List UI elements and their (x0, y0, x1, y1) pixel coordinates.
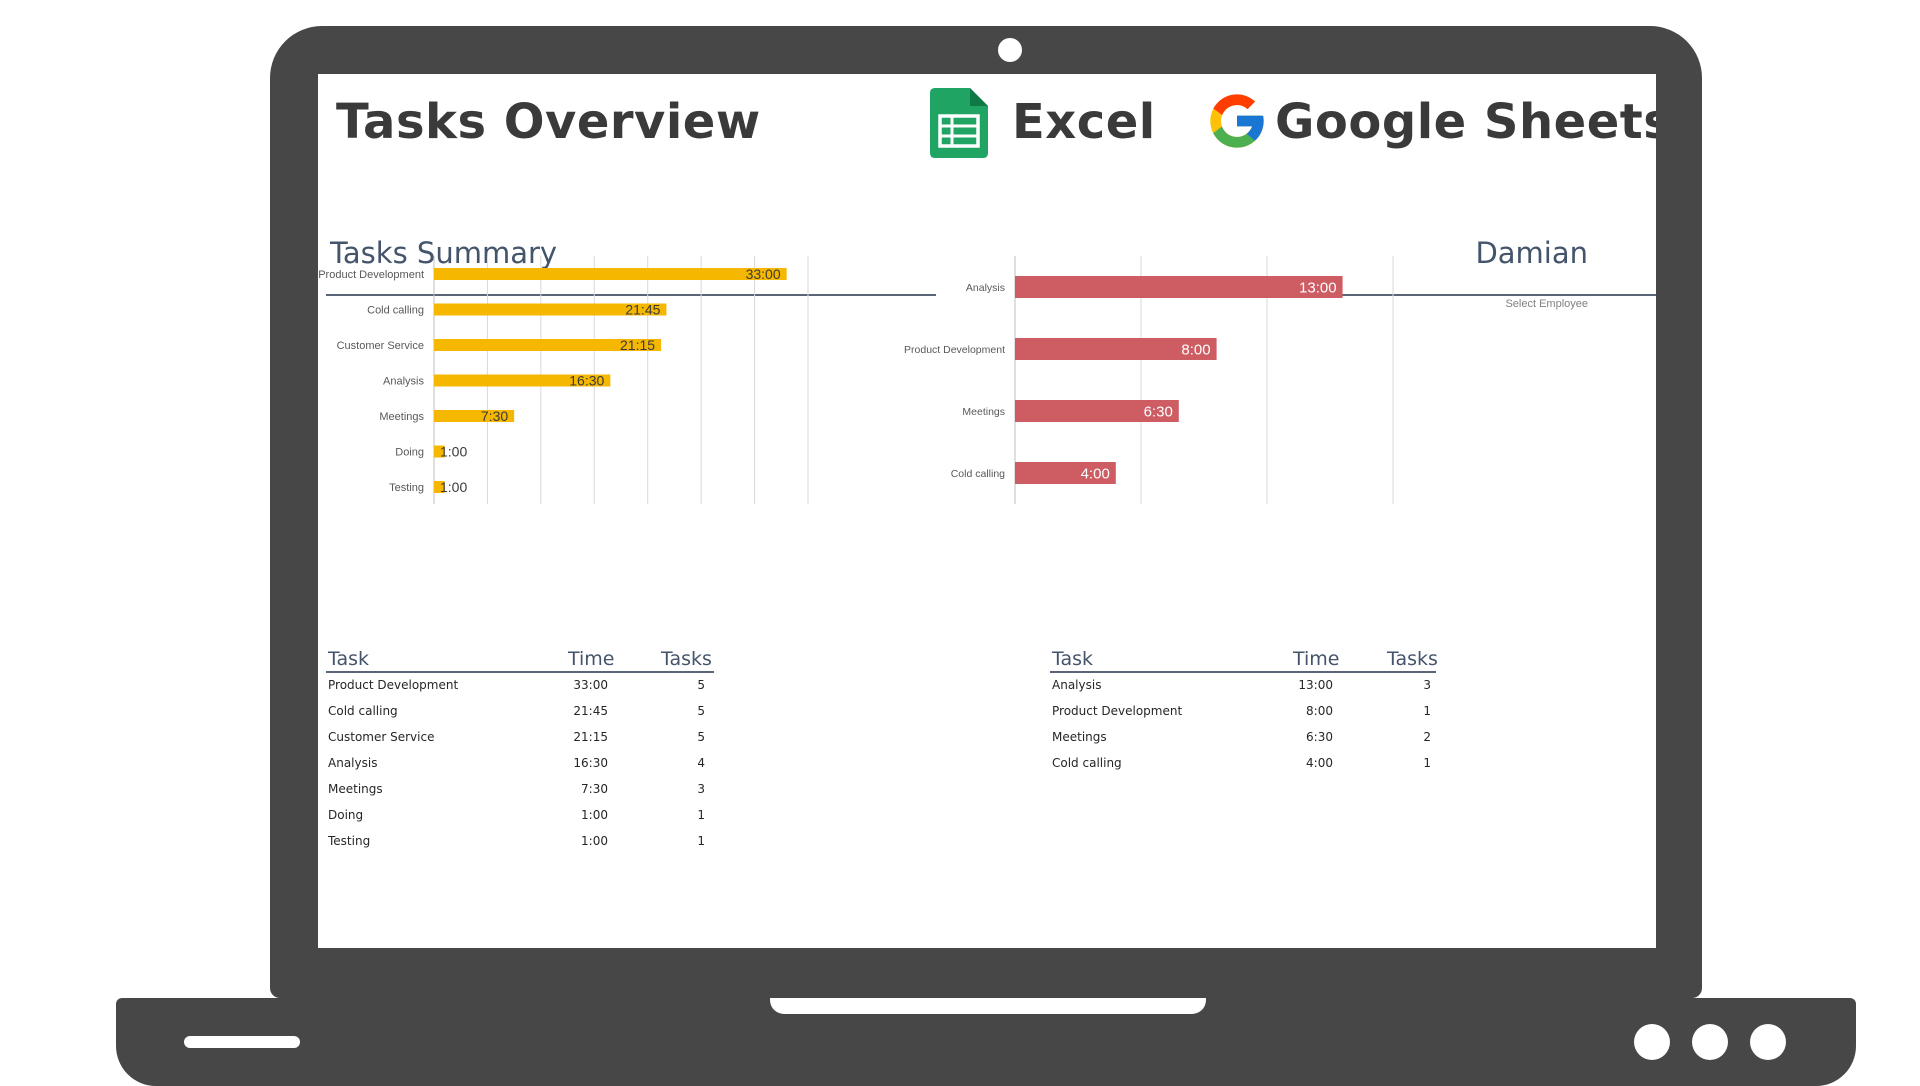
employee-cell-time: 4:00 (1306, 756, 1333, 770)
summary-cell-time: 7:30 (581, 782, 608, 796)
summary-value-label: 33:00 (746, 266, 781, 282)
employee-category-label: Cold calling (951, 468, 1005, 480)
summary-header-time: Time (568, 648, 615, 670)
employee-cell-task: Cold calling (1052, 756, 1122, 770)
summary-bar (434, 445, 445, 458)
summary-cell-task: Cold calling (328, 704, 398, 718)
employee-table-divider (1050, 671, 1436, 673)
page-title: Tasks Overview (336, 94, 761, 150)
laptop-notch (770, 998, 1206, 1014)
summary-category-label: Meetings (379, 411, 424, 423)
summary-value-label: 21:15 (620, 337, 655, 353)
employee-value-label: 6:30 (1144, 403, 1173, 420)
summary-bar (434, 481, 445, 493)
summary-bar (434, 268, 787, 280)
summary-cell-time: 1:00 (581, 808, 608, 822)
employee-cell-tasks: 3 (1423, 678, 1431, 692)
excel-label: Excel (1012, 94, 1156, 150)
laptop-base (116, 998, 1856, 1086)
indicator-dot (1692, 1024, 1728, 1060)
summary-cell-task: Testing (328, 834, 371, 848)
summary-cell-time: 21:45 (573, 704, 608, 718)
employee-divider (1048, 294, 1656, 296)
laptop-lid: Tasks Overview Excel Google Sheets Tasks… (270, 26, 1702, 998)
summary-cell-task: Doing (328, 808, 364, 822)
summary-cell-task: Product Development (328, 678, 459, 692)
employee-cell-tasks: 2 (1423, 730, 1431, 744)
employee-category-label: Product Development (904, 344, 1005, 356)
summary-cell-tasks: 5 (697, 678, 705, 692)
employee-name[interactable]: Damian (1475, 236, 1588, 270)
summary-cell-time: 33:00 (573, 678, 608, 692)
summary-category-label: Product Development (318, 269, 424, 281)
employee-cell-tasks: 1 (1423, 756, 1431, 770)
employee-bar (1015, 276, 1343, 298)
summary-value-label: 21:45 (625, 302, 660, 318)
employee-cell-tasks: 1 (1423, 704, 1431, 718)
employee-value-label: 4:00 (1081, 465, 1110, 482)
employee-value-label: 13:00 (1299, 279, 1337, 296)
summary-divider (326, 294, 936, 296)
summary-cell-time: 21:15 (573, 730, 608, 744)
summary-header-tasks: Tasks (661, 648, 712, 670)
summary-value-label: 7:30 (481, 408, 508, 424)
camera-icon (998, 38, 1022, 62)
summary-bar (434, 339, 662, 351)
charts-canvas: Product Development 33:00 Cold calling 21:4… (318, 256, 1394, 504)
employee-category-label: Analysis (966, 282, 1005, 294)
employee-bar (1015, 400, 1179, 422)
summary-table-divider (326, 671, 714, 673)
summary-bar (434, 303, 667, 316)
employee-cell-time: 6:30 (1306, 730, 1333, 744)
summary-title: Tasks Summary (330, 236, 558, 270)
summary-category-label: Doing (395, 447, 424, 459)
summary-cell-task: Analysis (328, 756, 378, 770)
summary-category-label: Cold calling (367, 305, 424, 317)
employee-cell-time: 8:00 (1306, 704, 1333, 718)
summary-bar (434, 374, 611, 387)
summary-value-label: 1:00 (440, 444, 467, 460)
employee-cell-task: Product Development (1052, 704, 1183, 718)
summary-header-task: Task (328, 648, 370, 670)
summary-value-label: 1:00 (440, 479, 467, 495)
employee-cell-task: Meetings (1052, 730, 1107, 744)
summary-cell-tasks: 5 (697, 730, 705, 744)
indicator-dot (1750, 1024, 1786, 1060)
summary-cell-tasks: 4 (697, 756, 705, 770)
summary-category-label: Testing (389, 482, 424, 494)
summary-value-label: 16:30 (569, 373, 604, 389)
employee-header-task: Task (1052, 648, 1094, 670)
employee-cell-time: 13:00 (1298, 678, 1333, 692)
summary-cell-time: 16:30 (573, 756, 608, 770)
summary-cell-tasks: 1 (697, 834, 705, 848)
employee-bar (1015, 462, 1116, 484)
dashboard-screen: Tasks Overview Excel Google Sheets Tasks… (318, 74, 1656, 948)
summary-cell-tasks: 1 (697, 808, 705, 822)
google-sheets-icon (930, 88, 988, 158)
summary-bar (434, 410, 515, 422)
summary-category-label: Customer Service (337, 340, 424, 352)
summary-cell-tasks: 5 (697, 704, 705, 718)
employee-cell-task: Analysis (1052, 678, 1102, 692)
summary-cell-task: Customer Service (328, 730, 435, 744)
summary-cell-task: Meetings (328, 782, 383, 796)
summary-category-label: Analysis (383, 376, 424, 388)
employee-header-time: Time (1293, 648, 1340, 670)
select-employee-label: Select Employee (1505, 298, 1588, 310)
employee-bar (1015, 338, 1217, 360)
employee-category-label: Meetings (962, 406, 1005, 418)
base-slot (184, 1036, 300, 1048)
indicator-dot (1634, 1024, 1670, 1060)
summary-cell-time: 1:00 (581, 834, 608, 848)
summary-cell-tasks: 3 (697, 782, 705, 796)
google-sheets-label: Google Sheets (1275, 94, 1656, 150)
employee-value-label: 8:00 (1181, 341, 1210, 358)
google-g-icon (1210, 94, 1264, 148)
employee-header-tasks: Tasks (1387, 648, 1438, 670)
